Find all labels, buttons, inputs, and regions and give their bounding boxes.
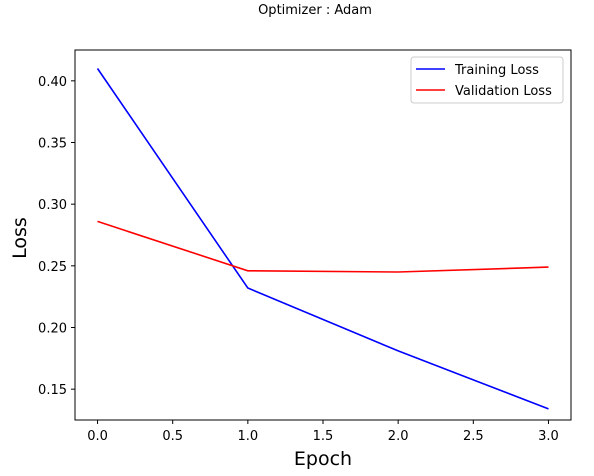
- x-tick-label: 0.0: [87, 429, 108, 444]
- series-line-training-loss: [96, 68, 549, 410]
- axes-frame: [74, 49, 572, 421]
- x-tick-label: 2.5: [463, 429, 484, 444]
- legend-box: [410, 56, 564, 104]
- x-tick-label: 1.0: [238, 429, 259, 444]
- chart-title: Optimizer : Adam: [258, 3, 372, 18]
- y-tick-label: 0.30: [38, 198, 67, 213]
- y-tick-label: 0.15: [38, 383, 67, 398]
- legend: Training Loss Validation Loss: [410, 56, 564, 104]
- x-axis-ticks: 0.0 0.5 1.0 1.5 2.0 2.5 3.0: [87, 420, 559, 444]
- x-axis-label: Epoch: [294, 448, 352, 470]
- series-line-validation-loss: [97, 220, 549, 273]
- series-lines: [96, 68, 549, 410]
- y-tick-label: 0.40: [38, 75, 67, 90]
- x-tick-label: 3.0: [538, 429, 559, 444]
- y-tick-label: 0.35: [38, 137, 67, 152]
- x-tick-label: 1.5: [313, 429, 334, 444]
- x-tick-label: 0.5: [162, 429, 183, 444]
- legend-label: Validation Loss: [455, 84, 552, 99]
- y-axis-ticks: 0.15 0.20 0.25 0.30 0.35 0.40: [38, 75, 75, 398]
- y-axis-label: Loss: [9, 217, 31, 259]
- y-tick-label: 0.20: [38, 322, 67, 337]
- plot-area: 0.0 0.5 1.0 1.5 2.0 2.5 3.0 0.150.200.250.300.…: [38, 49, 572, 444]
- x-tick-label: 2.0: [388, 429, 409, 444]
- legend-label: Training Loss: [454, 63, 539, 78]
- y-tick-label: 0.25: [38, 260, 67, 275]
